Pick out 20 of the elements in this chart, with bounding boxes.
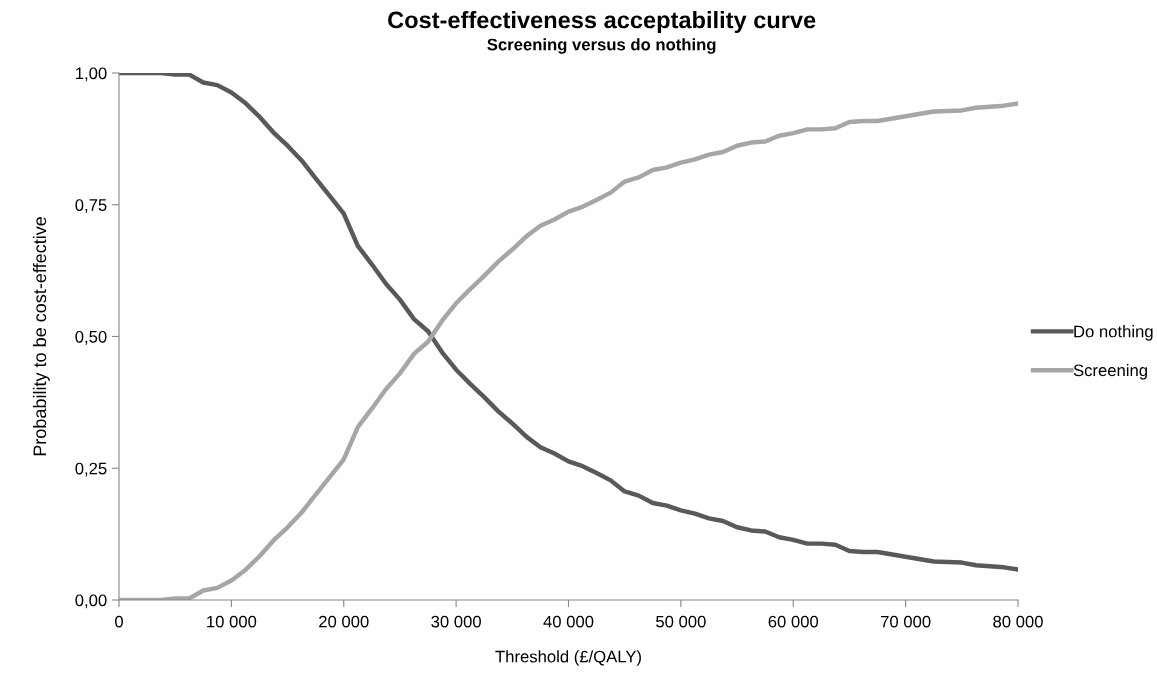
x-axis-title: Threshold (£/QALY) (495, 650, 641, 666)
x-tick-label: 20 000 (319, 615, 369, 628)
x-tick-label: 80 000 (993, 615, 1043, 628)
x-tick-label: 50 000 (656, 615, 706, 628)
x-tick-label: 10 000 (207, 615, 257, 628)
legend-label: Do nothing (1074, 325, 1153, 341)
legend-label: Screening (1073, 363, 1147, 380)
x-tick-label: 0 (115, 615, 123, 628)
y-tick-label: 0,50 (75, 330, 107, 345)
y-tick-label: 0,75 (75, 199, 107, 213)
x-tick-label: 60 000 (768, 615, 819, 628)
y-tick-label: 0,25 (75, 462, 107, 477)
chart-subtitle: Screening versus do nothing (487, 38, 716, 54)
x-tick-label: 70 000 (880, 615, 931, 628)
chart-title: Cost-effectiveness acceptability curve (388, 11, 816, 33)
y-axis-title: Probability to be cost-effective (32, 217, 50, 456)
y-tick-label: 0,00 (75, 594, 107, 609)
x-tick-label: 40 000 (543, 615, 594, 628)
x-tick-label: 30 000 (431, 615, 481, 628)
y-tick-label: 1,00 (76, 67, 107, 82)
